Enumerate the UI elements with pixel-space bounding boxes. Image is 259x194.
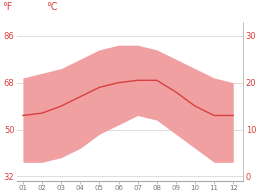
Text: °C: °C (46, 2, 58, 12)
Text: °F: °F (2, 2, 13, 12)
